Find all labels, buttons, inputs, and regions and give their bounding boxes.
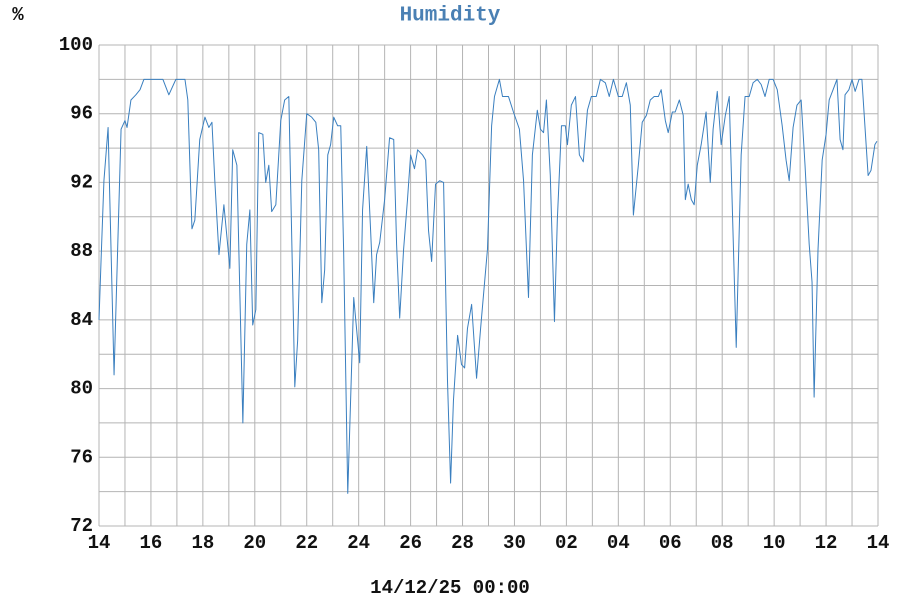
y-tick-label: 100 bbox=[59, 34, 93, 56]
data-line bbox=[98, 78, 878, 494]
y-tick-label: 92 bbox=[70, 171, 93, 193]
y-tick-label: 80 bbox=[70, 378, 93, 400]
x-tick-label: 14 bbox=[867, 532, 890, 554]
x-tick-label: 22 bbox=[295, 532, 318, 554]
y-axis-label: % bbox=[12, 4, 24, 26]
x-axis-label: 14/12/25 00:00 bbox=[370, 577, 530, 599]
x-tick-label: 12 bbox=[815, 532, 838, 554]
x-tick-label: 04 bbox=[607, 532, 630, 554]
chart-title: Humidity bbox=[400, 5, 501, 28]
x-tick-label: 08 bbox=[711, 532, 734, 554]
y-tick-label: 88 bbox=[70, 240, 93, 262]
x-tick-label: 02 bbox=[555, 532, 578, 554]
x-tick-label: 18 bbox=[191, 532, 214, 554]
x-tick-label: 14 bbox=[88, 532, 111, 554]
x-tick-label: 28 bbox=[451, 532, 474, 554]
x-tick-label: 10 bbox=[763, 532, 786, 554]
x-tick-label: 06 bbox=[659, 532, 682, 554]
y-tick-label: 76 bbox=[70, 446, 93, 468]
x-tick-label: 24 bbox=[347, 532, 370, 554]
y-tick-label: 84 bbox=[70, 309, 93, 331]
x-tick-label: 16 bbox=[140, 532, 163, 554]
y-tick-label: 72 bbox=[70, 515, 93, 537]
y-tick-label: 96 bbox=[70, 103, 93, 125]
x-tick-label: 26 bbox=[399, 532, 422, 554]
x-tick-label: 20 bbox=[243, 532, 266, 554]
x-tick-label: 30 bbox=[503, 532, 526, 554]
